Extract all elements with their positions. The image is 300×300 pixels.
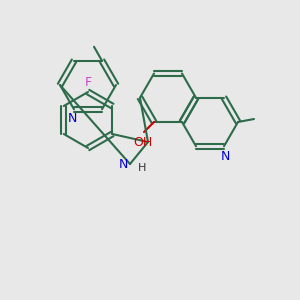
Text: N: N xyxy=(118,158,128,172)
Text: N: N xyxy=(220,150,230,163)
Text: F: F xyxy=(84,76,92,89)
Text: H: H xyxy=(138,163,146,173)
Text: N: N xyxy=(67,112,77,125)
Text: OH: OH xyxy=(134,136,153,149)
